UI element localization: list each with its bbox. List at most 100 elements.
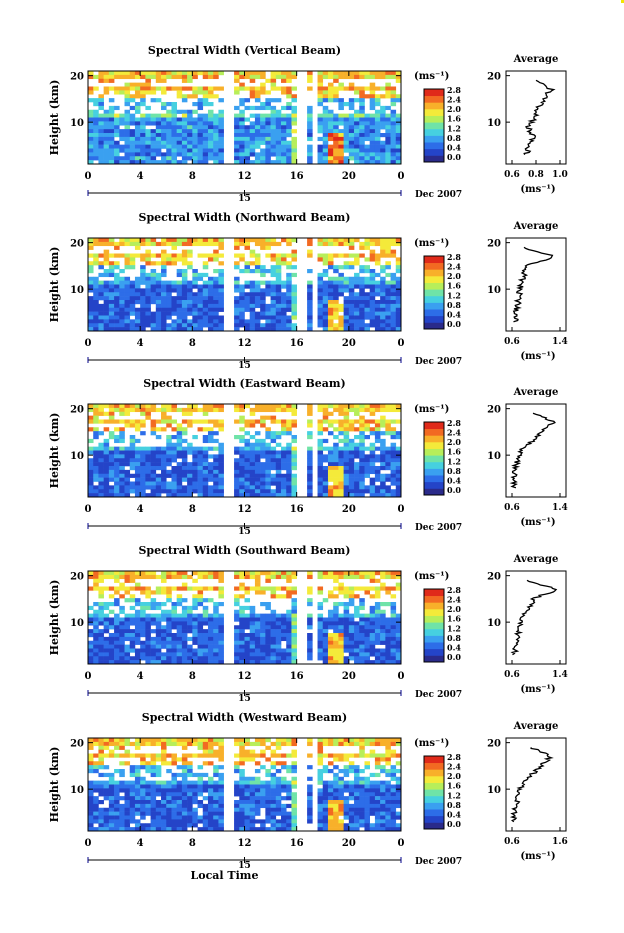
heatmap-cell <box>187 816 193 820</box>
heatmap-cell <box>281 133 287 137</box>
heatmap-cell <box>354 133 360 137</box>
heatmap-cell <box>323 145 329 149</box>
colorbar-swatch <box>424 109 444 116</box>
heatmap-cell <box>218 645 224 649</box>
heatmap-cell <box>323 254 329 258</box>
heatmap-cell <box>338 614 344 618</box>
heatmap-cell <box>391 621 397 625</box>
heatmap-cell <box>396 319 402 323</box>
heatmap-cell <box>318 408 324 412</box>
heatmap-cell <box>104 304 110 308</box>
heatmap-cell <box>98 788 104 792</box>
heatmap-cell <box>338 114 344 118</box>
heatmap-cell <box>187 618 193 622</box>
heatmap-cell <box>130 118 136 122</box>
heatmap-cell <box>114 485 120 489</box>
heatmap-cell <box>218 792 224 796</box>
heatmap-cell <box>375 423 381 427</box>
heatmap-cell <box>276 118 282 122</box>
heatmap-cell <box>328 98 334 102</box>
heatmap-cell <box>323 319 329 323</box>
heatmap-cell <box>177 312 183 316</box>
heatmap-cell <box>104 404 110 408</box>
heatmap-cell <box>333 129 339 133</box>
colorbar-swatch <box>424 129 444 136</box>
heatmap-cell <box>208 94 214 98</box>
heatmap-cell <box>286 649 292 653</box>
heatmap-cell <box>140 606 146 610</box>
heatmap-cell <box>255 792 261 796</box>
heatmap-cell <box>198 633 204 637</box>
heatmap-cell <box>245 625 251 629</box>
heatmap-cell <box>161 781 167 785</box>
heatmap-cell <box>218 804 224 808</box>
colorbar-swatch <box>424 309 444 316</box>
heatmap-cell <box>234 618 240 622</box>
heatmap-cell <box>145 649 151 653</box>
heatmap-cell <box>344 482 350 486</box>
heatmap-cell <box>260 141 266 145</box>
heatmap-cell <box>323 137 329 141</box>
heatmap-cell <box>276 125 282 129</box>
heatmap-cell <box>203 466 209 470</box>
heatmap-cell <box>245 621 251 625</box>
heatmap-cell <box>271 75 277 79</box>
heatmap-cell <box>375 257 381 261</box>
heatmap-cell <box>271 79 277 83</box>
heatmap-cell <box>192 242 198 246</box>
heatmap-cell <box>151 781 157 785</box>
heatmap-cell <box>380 71 386 75</box>
heatmap-cell <box>93 645 99 649</box>
heatmap-cell <box>130 641 136 645</box>
heatmap-cell <box>93 587 99 591</box>
average-x-tick-label: 0.6 <box>504 503 520 513</box>
heatmap-cell <box>239 785 245 789</box>
heatmap-cell <box>182 633 188 637</box>
heatmap-cell <box>203 312 209 316</box>
heatmap-cell <box>364 312 370 316</box>
heatmap-cell <box>109 79 115 83</box>
heatmap-cell <box>171 777 177 781</box>
heatmap-cell <box>114 454 120 458</box>
heatmap-cell <box>396 133 402 137</box>
heatmap-cell <box>109 281 115 285</box>
heatmap-cell <box>166 625 172 629</box>
heatmap-cell <box>192 145 198 149</box>
heatmap-cell <box>208 633 214 637</box>
heatmap-cell <box>114 792 120 796</box>
heatmap-cell <box>109 610 115 614</box>
heatmap-cell <box>151 792 157 796</box>
colorbar-swatch <box>424 642 444 649</box>
heatmap-cell <box>140 141 146 145</box>
heatmap-cell <box>125 288 131 292</box>
colorbar-swatch <box>424 135 444 142</box>
colorbar-tick-label: 2.4 <box>447 428 461 438</box>
heatmap-cell <box>166 769 172 773</box>
heatmap-cell <box>208 141 214 145</box>
heatmap-cell <box>156 816 162 820</box>
heatmap-cell <box>349 594 355 598</box>
heatmap-cell <box>380 656 386 660</box>
heatmap-cell <box>192 489 198 493</box>
heatmap-cell <box>380 238 386 242</box>
heatmap-cell <box>88 312 94 316</box>
heatmap-cell <box>218 129 224 133</box>
heatmap-cell <box>109 754 115 758</box>
heatmap-cell <box>218 800 224 804</box>
heatmap-cell <box>140 804 146 808</box>
heatmap-cell <box>396 435 402 439</box>
heatmap-cell <box>109 792 115 796</box>
heatmap-cell <box>130 773 136 777</box>
heatmap-cell <box>276 323 282 327</box>
heatmap-cell <box>354 649 360 653</box>
heatmap-cell <box>255 420 261 424</box>
heatmap-cell <box>109 98 115 102</box>
heatmap-cell <box>218 292 224 296</box>
heatmap-cell <box>364 466 370 470</box>
heatmap-cell <box>198 71 204 75</box>
heatmap-cell <box>307 152 313 156</box>
heatmap-cell <box>130 443 136 447</box>
heatmap-cell <box>187 656 193 660</box>
heatmap-cell <box>250 137 256 141</box>
heatmap-cell <box>198 420 204 424</box>
